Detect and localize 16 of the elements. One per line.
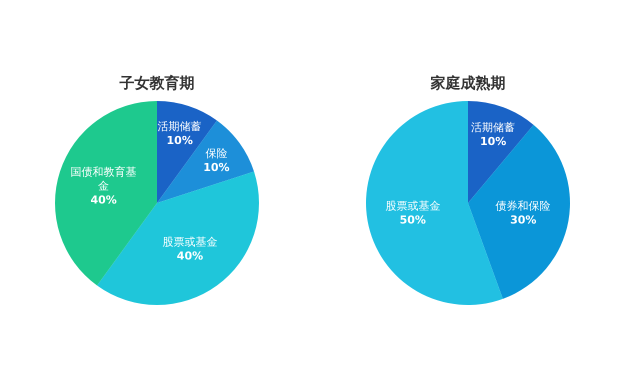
slice-label: 股票或基金 [385,200,440,213]
slice-label: 股票或基金 [162,235,218,248]
chart-title: 家庭成熟期 [430,74,506,92]
data-label: 30% [510,214,536,227]
data-label: 40% [176,249,204,262]
data-label: 40% [90,194,117,207]
data-label: 50% [400,214,426,227]
chart-title: 子女教育期 [118,74,194,92]
data-label: 10% [480,134,506,148]
slice-label: 债券和保险 [496,200,551,213]
slice-label: 活期储蓄 [158,120,202,134]
slice-label: 保险 [205,146,228,160]
slice-label: 活期储蓄 [471,120,516,134]
slice-label: 国债和教育基金 [70,166,137,193]
data-label: 10% [203,160,230,174]
data-label: 10% [166,134,193,148]
